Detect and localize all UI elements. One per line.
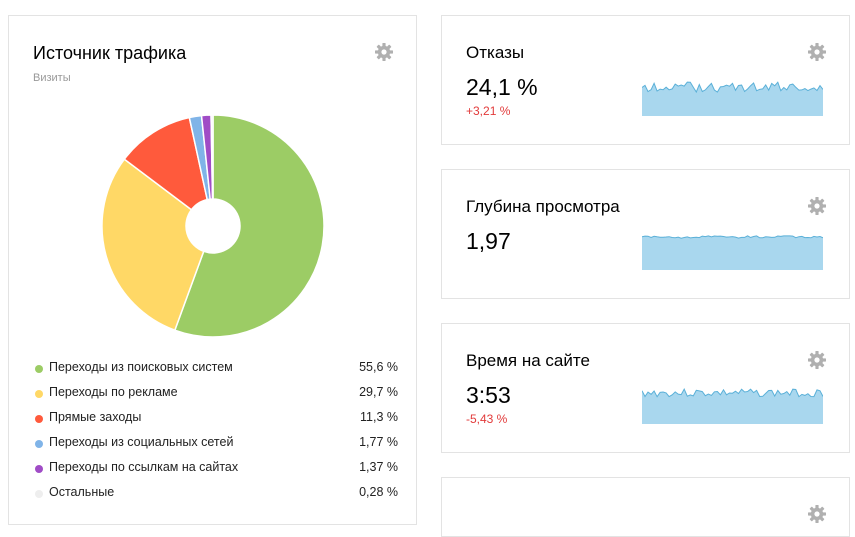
legend-label: Переходы из поисковых систем xyxy=(49,360,233,374)
sparkline-area xyxy=(642,235,823,270)
legend-label: Остальные xyxy=(49,485,115,499)
metric-value: 1,97 xyxy=(466,228,511,254)
page-depth-card: Глубина просмотра 1,97 xyxy=(441,169,850,299)
legend-label: Прямые заходы xyxy=(49,410,142,424)
legend-item[interactable]: Переходы по рекламе 29,7 % xyxy=(33,384,398,409)
traffic-pie-chart xyxy=(101,114,325,338)
sparkline-line xyxy=(642,235,823,239)
metric-title: Время на сайте xyxy=(466,351,590,370)
sparkline xyxy=(642,76,823,116)
legend-value: 11,3 % xyxy=(360,410,398,424)
legend-dot-icon xyxy=(35,365,43,373)
legend-value: 0,28 % xyxy=(359,485,398,499)
legend-dot-icon xyxy=(35,490,43,498)
legend-item[interactable]: Прямые заходы 11,3 % xyxy=(33,409,398,434)
gear-icon[interactable] xyxy=(807,504,827,524)
legend-item[interactable]: Переходы из социальных сетей 1,77 % xyxy=(33,434,398,459)
card-title: Источник трафика xyxy=(33,43,187,63)
card-subtitle: Визиты xyxy=(33,72,71,84)
legend-dot-icon xyxy=(35,465,43,473)
legend-value: 29,7 % xyxy=(359,385,398,399)
legend-label: Переходы по рекламе xyxy=(49,385,178,399)
bounce-rate-card: Отказы 24,1 % +3,21 % xyxy=(441,15,850,145)
legend-value: 55,6 % xyxy=(359,360,398,374)
sparkline-line xyxy=(642,387,823,398)
metric-delta: +3,21 % xyxy=(466,104,511,118)
pie-legend: Переходы из поисковых систем 55,6 % Перехо… xyxy=(33,359,398,509)
metric-card-partial xyxy=(441,477,850,537)
legend-value: 1,77 % xyxy=(359,435,398,449)
gear-icon[interactable] xyxy=(807,196,827,216)
sparkline xyxy=(642,384,823,424)
sparkline-area xyxy=(642,389,823,424)
legend-dot-icon xyxy=(35,390,43,398)
metric-delta: -5,43 % xyxy=(466,412,508,426)
pie-slice-5[interactable] xyxy=(210,114,214,200)
metric-value: 24,1 % xyxy=(466,74,538,100)
sparkline-area xyxy=(642,82,823,116)
legend-value: 1,37 % xyxy=(359,460,398,474)
metric-value: 3:53 xyxy=(466,382,511,408)
legend-dot-icon xyxy=(35,415,43,423)
legend-item[interactable]: Переходы по ссылкам на сайтах 1,37 % xyxy=(33,459,398,484)
pie-slice-1[interactable] xyxy=(101,158,205,332)
legend-item[interactable]: Остальные 0,28 % xyxy=(33,484,398,509)
gear-icon[interactable] xyxy=(807,350,827,370)
pie-slice-0[interactable] xyxy=(173,114,325,338)
legend-item[interactable]: Переходы из поисковых систем 55,6 % xyxy=(33,359,398,384)
gear-icon[interactable] xyxy=(374,42,394,62)
metric-title: Глубина просмотра xyxy=(466,197,620,216)
gear-icon[interactable] xyxy=(807,42,827,62)
sparkline-line xyxy=(642,81,823,94)
legend-label: Переходы из социальных сетей xyxy=(49,435,234,449)
metric-title: Отказы xyxy=(466,43,525,62)
time-on-site-card: Время на сайте 3:53 -5,43 % xyxy=(441,323,850,453)
traffic-source-card: Источник трафика Визиты Переходы из поис… xyxy=(8,15,417,525)
sparkline xyxy=(642,230,823,270)
legend-dot-icon xyxy=(35,440,43,448)
legend-label: Переходы по ссылкам на сайтах xyxy=(49,460,239,474)
